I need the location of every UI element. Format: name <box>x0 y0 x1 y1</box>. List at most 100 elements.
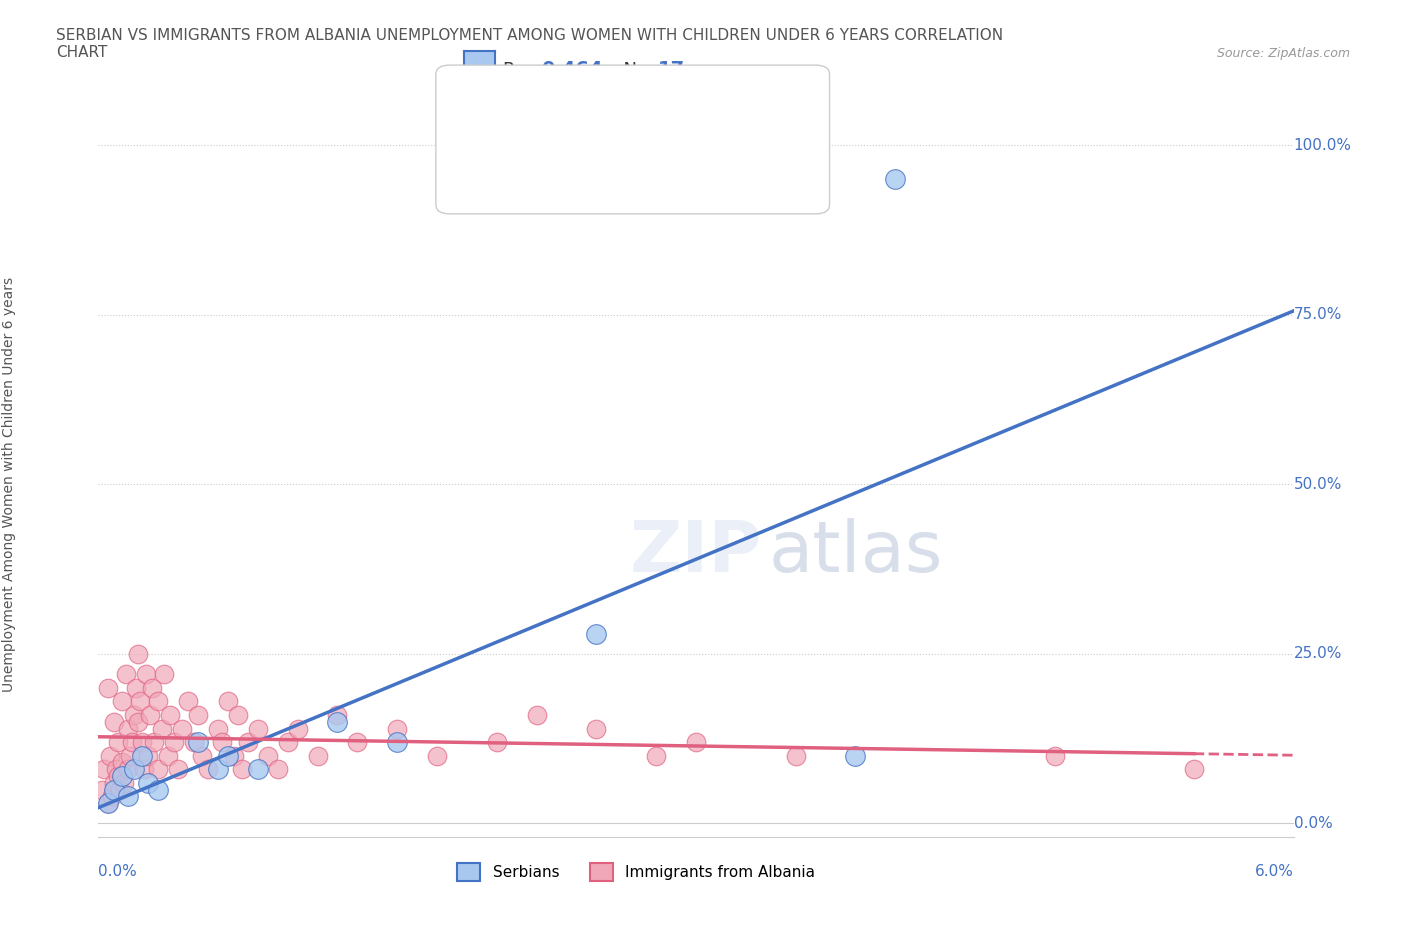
Point <box>124 762 146 777</box>
Point <box>231 762 253 777</box>
Text: 100.0%: 100.0% <box>1294 138 1351 153</box>
Point <box>117 762 139 777</box>
Point <box>685 735 707 750</box>
Point <box>134 762 156 777</box>
Point <box>120 749 142 764</box>
Point <box>117 789 139 804</box>
Point <box>246 721 269 736</box>
Point <box>167 762 190 777</box>
Point <box>121 735 143 750</box>
Point <box>91 782 114 797</box>
Point <box>326 714 349 729</box>
Point <box>187 735 209 750</box>
Point <box>1043 749 1066 764</box>
Point <box>93 762 115 777</box>
Point <box>163 735 186 750</box>
Point <box>148 762 170 777</box>
Point <box>222 749 245 764</box>
Point <box>139 708 162 723</box>
Point <box>256 749 278 764</box>
Text: 25.0%: 25.0% <box>1294 646 1341 661</box>
Point <box>98 749 122 764</box>
Point <box>117 721 139 736</box>
Point <box>136 749 159 764</box>
Point <box>107 735 129 750</box>
Text: atlas: atlas <box>768 518 942 587</box>
Point <box>97 796 120 811</box>
Point <box>97 681 120 696</box>
Text: N =: N = <box>612 140 664 158</box>
Point <box>148 694 170 709</box>
Point <box>526 708 548 723</box>
Point <box>153 667 176 682</box>
Text: R =: R = <box>503 140 548 158</box>
Point <box>103 714 125 729</box>
Point <box>136 776 159 790</box>
Point <box>159 708 181 723</box>
Text: SERBIAN VS IMMIGRANTS FROM ALBANIA UNEMPLOYMENT AMONG WOMEN WITH CHILDREN UNDER : SERBIAN VS IMMIGRANTS FROM ALBANIA UNEMP… <box>56 28 1004 60</box>
Point <box>141 681 163 696</box>
Point <box>207 721 229 736</box>
Point <box>191 749 214 764</box>
Point <box>197 762 219 777</box>
Point <box>107 768 129 783</box>
Text: N =: N = <box>612 60 664 79</box>
Point <box>426 749 449 764</box>
Point <box>884 172 907 187</box>
Point <box>645 749 668 764</box>
Point <box>148 782 170 797</box>
Point <box>110 782 132 797</box>
Text: 71: 71 <box>658 140 685 158</box>
Point <box>131 749 153 764</box>
Text: 0.0%: 0.0% <box>1294 816 1333 830</box>
Text: 75.0%: 75.0% <box>1294 308 1341 323</box>
Point <box>131 735 153 750</box>
Point <box>485 735 508 750</box>
Text: 17: 17 <box>658 60 685 79</box>
Point <box>211 735 233 750</box>
Point <box>307 749 329 764</box>
Point <box>217 694 239 709</box>
Text: 0.0%: 0.0% <box>98 864 138 879</box>
Point <box>217 749 239 764</box>
Point <box>127 646 149 661</box>
Point <box>111 768 134 783</box>
Point <box>129 694 152 709</box>
Point <box>103 782 125 797</box>
Point <box>585 626 607 641</box>
Point <box>150 721 173 736</box>
Point <box>385 735 409 750</box>
Point <box>183 735 205 750</box>
Point <box>177 694 200 709</box>
Point <box>187 708 209 723</box>
Point <box>124 708 146 723</box>
Point <box>103 776 125 790</box>
Text: 50.0%: 50.0% <box>1294 477 1341 492</box>
Point <box>346 735 368 750</box>
Text: 0.114: 0.114 <box>541 140 603 158</box>
Point <box>236 735 259 750</box>
Point <box>226 708 249 723</box>
Point <box>277 735 299 750</box>
Point <box>172 721 194 736</box>
Point <box>785 749 807 764</box>
Point <box>97 796 120 811</box>
Point <box>246 762 269 777</box>
Point <box>585 721 607 736</box>
Point <box>112 776 135 790</box>
Point <box>135 667 157 682</box>
Point <box>326 708 349 723</box>
Point <box>127 714 149 729</box>
Point <box>157 749 180 764</box>
Point <box>105 762 128 777</box>
Text: Source: ZipAtlas.com: Source: ZipAtlas.com <box>1216 46 1350 60</box>
Point <box>111 755 134 770</box>
Point <box>143 735 166 750</box>
Point <box>844 749 866 764</box>
Point <box>101 789 124 804</box>
Point <box>207 762 229 777</box>
Point <box>287 721 309 736</box>
Text: R =: R = <box>503 60 543 79</box>
Text: 6.0%: 6.0% <box>1254 864 1294 879</box>
Point <box>111 694 134 709</box>
